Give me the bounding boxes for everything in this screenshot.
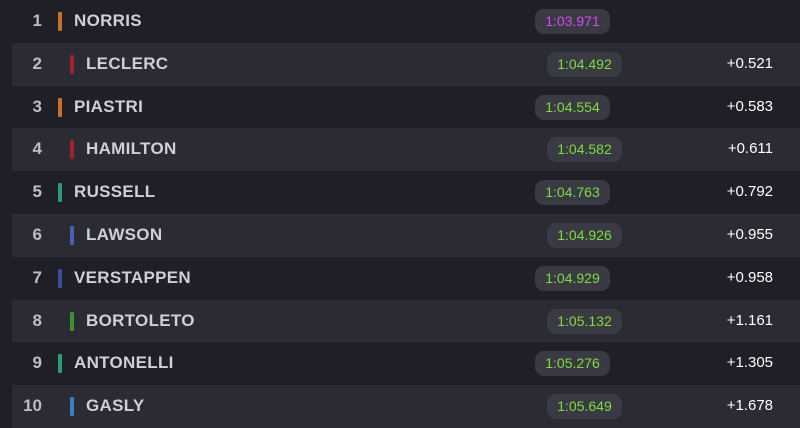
driver-name: NORRIS [74, 11, 142, 30]
team-color-bar [58, 183, 62, 203]
position: 7 [32, 267, 42, 287]
position: 6 [32, 225, 42, 244]
gap-to-leader: +0.583 [726, 97, 773, 115]
driver-name: GASLY [86, 396, 145, 416]
lap-time: 1:03.971 [535, 9, 610, 34]
driver-row: 1 NORRIS 1:03.971 [0, 0, 800, 43]
driver-row: 7 VERSTAPPEN 1:04.929 +0.958 [0, 257, 800, 300]
team-color-bar [70, 226, 74, 245]
gap-to-leader: +0.955 [726, 226, 773, 243]
driver-name: RUSSELL [74, 182, 156, 202]
position: 5 [32, 182, 42, 202]
position: 10 [23, 396, 42, 416]
team-color-bar [58, 354, 62, 374]
position: 3 [32, 96, 42, 116]
position: 4 [32, 139, 42, 159]
lap-time: 1:05.649 [547, 394, 622, 420]
lap-time: 1:04.582 [547, 137, 622, 163]
gap-to-leader: +0.792 [726, 183, 773, 201]
driver-row: 6 LAWSON 1:04.926 +0.955 [12, 214, 800, 257]
team-color-bar [70, 311, 74, 331]
lap-time: 1:05.132 [547, 308, 622, 334]
team-color-bar [58, 268, 62, 288]
driver-row: 4 HAMILTON 1:04.582 +0.611 [12, 128, 800, 172]
driver-row: 3 PIASTRI 1:04.554 +0.583 [0, 86, 800, 129]
lap-time: 1:04.926 [547, 223, 622, 248]
gap-to-leader: +0.521 [726, 54, 773, 72]
gap-to-leader: +1.161 [726, 311, 773, 329]
driver-name: HAMILTON [86, 139, 177, 159]
team-color-bar [70, 54, 74, 74]
team-color-bar [58, 97, 62, 117]
team-color-bar [58, 12, 62, 31]
driver-row: 2 LECLERC 1:04.492 +0.521 [12, 42, 800, 86]
lap-time: 1:05.276 [535, 351, 610, 377]
gap-to-leader: +0.611 [727, 140, 773, 158]
driver-name: ANTONELLI [74, 353, 174, 373]
lap-time: 1:04.554 [535, 94, 610, 120]
driver-row: 5 RUSSELL 1:04.763 +0.792 [0, 171, 800, 214]
driver-row: 9 ANTONELLI 1:05.276 +1.305 [0, 342, 800, 385]
lap-time: 1:04.763 [535, 180, 610, 206]
position: 2 [32, 53, 42, 73]
driver-row: 10 GASLY 1:05.649 +1.678 [12, 385, 800, 428]
team-color-bar [70, 397, 74, 417]
team-color-bar [70, 140, 74, 160]
lap-time: 1:04.492 [547, 51, 622, 77]
driver-name: LECLERC [86, 53, 169, 73]
gap-to-leader: +0.958 [726, 268, 773, 286]
driver-name: LAWSON [86, 225, 163, 244]
lap-time: 1:04.929 [535, 265, 610, 291]
position: 1 [32, 11, 42, 30]
gap-to-leader: +1.305 [726, 354, 773, 372]
position: 8 [32, 310, 42, 330]
gap-to-leader: +1.678 [726, 397, 773, 415]
position: 9 [32, 353, 42, 373]
driver-row: 8 BORTOLETO 1:05.132 +1.161 [12, 299, 800, 343]
driver-name: PIASTRI [74, 96, 144, 116]
driver-name: BORTOLETO [86, 310, 195, 330]
driver-name: VERSTAPPEN [74, 267, 191, 287]
